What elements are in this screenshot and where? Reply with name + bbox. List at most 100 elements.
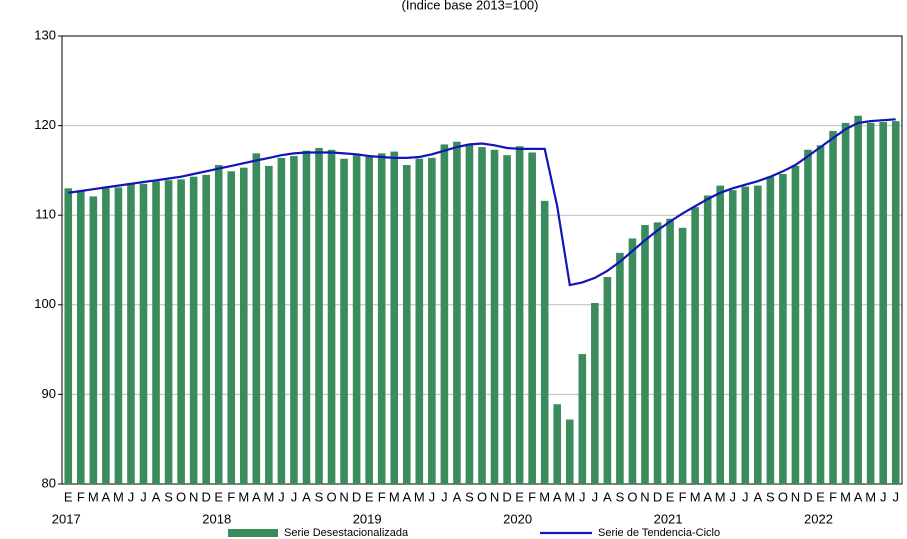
bar	[616, 252, 624, 484]
y-tick-label: 90	[42, 386, 56, 401]
bar	[164, 180, 173, 485]
bar	[402, 165, 411, 485]
x-tick-label: A	[102, 489, 111, 504]
x-tick-label: M	[690, 489, 701, 504]
bar	[553, 404, 562, 484]
bar	[415, 158, 424, 484]
x-tick-label: A	[402, 489, 411, 504]
bar	[102, 188, 110, 484]
bar	[754, 185, 762, 484]
x-tick-label: E	[64, 489, 73, 504]
x-tick-label: M	[414, 489, 425, 504]
bar	[478, 147, 486, 484]
x-tick-label: J	[291, 489, 298, 504]
bar	[791, 165, 800, 485]
bar	[666, 218, 674, 484]
x-tick-label: J	[128, 489, 135, 504]
x-tick-label: J	[729, 489, 736, 504]
bar	[64, 188, 73, 484]
x-tick-label: F	[829, 489, 837, 504]
x-tick-label: D	[803, 489, 812, 504]
bar	[428, 157, 436, 484]
x-tick-label: O	[326, 489, 336, 504]
bar	[114, 187, 123, 484]
bar	[816, 145, 825, 484]
x-tick-label: A	[703, 489, 712, 504]
bar	[302, 150, 311, 485]
x-tick-label: J	[140, 489, 147, 504]
y-tick-label: 110	[35, 207, 56, 222]
bar	[252, 153, 261, 484]
year-label: 2019	[353, 511, 382, 526]
bar	[177, 179, 185, 485]
y-tick-label: 120	[34, 117, 56, 132]
bar	[804, 149, 812, 485]
trend-line	[68, 118, 896, 287]
bar	[277, 157, 286, 484]
x-tick-label: A	[603, 489, 612, 504]
x-tick-label: O	[627, 489, 637, 504]
x-tick-label: E	[214, 489, 223, 504]
x-tick-label: M	[113, 489, 124, 504]
bar	[841, 122, 850, 485]
x-tick-label: S	[766, 489, 775, 504]
bar	[214, 165, 223, 485]
x-tick-label: F	[378, 489, 386, 504]
x-tick-label: S	[465, 489, 474, 504]
x-tick-label: N	[339, 489, 348, 504]
x-tick-label: N	[640, 489, 649, 504]
y-tick-label: 100	[34, 296, 56, 311]
x-tick-label: E	[365, 489, 374, 504]
bar	[290, 156, 298, 484]
bar	[578, 354, 587, 484]
legend-label: Serie de Tendencia-Ciclo	[598, 527, 720, 539]
x-tick-label: J	[592, 489, 599, 504]
x-tick-label: O	[778, 489, 788, 504]
bar	[377, 153, 386, 484]
bar	[879, 122, 887, 485]
x-tick-label: J	[579, 489, 586, 504]
bar	[540, 200, 549, 484]
bar	[239, 167, 248, 484]
bar	[89, 196, 98, 484]
year-label: 2022	[804, 511, 833, 526]
x-tick-label: A	[553, 489, 562, 504]
bar	[152, 181, 160, 485]
x-tick-label: M	[238, 489, 249, 504]
x-tick-label: M	[715, 489, 726, 504]
x-tick-label: F	[227, 489, 235, 504]
x-tick-label: D	[502, 489, 511, 504]
x-tick-label: S	[315, 489, 324, 504]
x-tick-label: E	[816, 489, 825, 504]
x-tick-label: M	[840, 489, 851, 504]
legend-swatch	[228, 529, 278, 537]
x-tick-label: M	[539, 489, 550, 504]
bar	[779, 173, 787, 484]
bar	[528, 152, 536, 485]
bar	[641, 225, 649, 484]
bar	[515, 146, 524, 484]
bar	[202, 174, 210, 484]
bar	[77, 191, 85, 484]
x-tick-label: S	[164, 489, 173, 504]
x-tick-label: J	[880, 489, 887, 504]
x-tick-label: F	[77, 489, 85, 504]
bar	[365, 156, 373, 484]
bar	[591, 303, 599, 484]
bar	[327, 149, 336, 485]
bar	[565, 419, 574, 484]
x-tick-label: D	[653, 489, 662, 504]
bar	[866, 122, 875, 485]
bar	[352, 155, 361, 484]
bar	[703, 195, 712, 484]
year-label: 2018	[202, 511, 231, 526]
bar	[315, 148, 323, 484]
year-label: 2021	[654, 511, 683, 526]
bar	[390, 151, 399, 485]
x-tick-label: M	[88, 489, 99, 504]
bar	[741, 186, 750, 484]
x-tick-label: A	[753, 489, 762, 504]
x-tick-label: N	[189, 489, 198, 504]
x-tick-label: E	[666, 489, 675, 504]
